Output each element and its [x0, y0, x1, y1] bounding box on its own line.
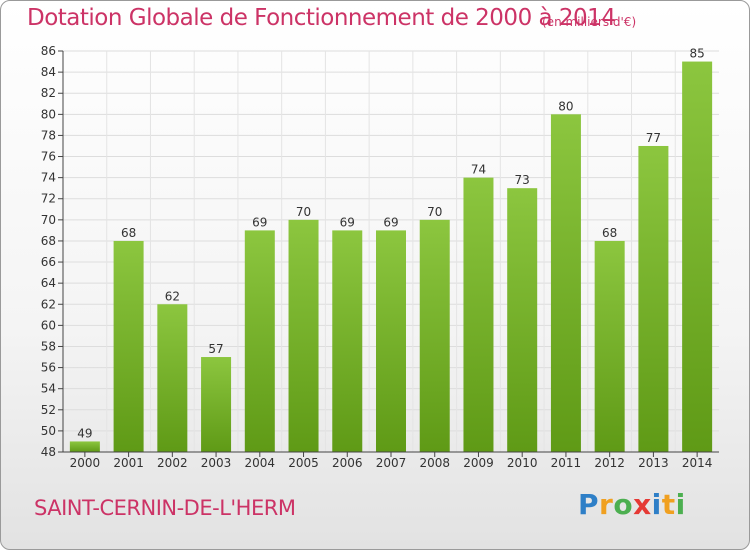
- y-tick-label: 56: [41, 361, 56, 375]
- y-tick-label: 70: [41, 213, 56, 227]
- x-tick-label: 2005: [288, 456, 319, 470]
- bar: [507, 188, 538, 452]
- y-tick-label: 76: [41, 150, 56, 164]
- chart-title: Dotation Globale de Fonctionnement de 20…: [27, 5, 616, 31]
- y-tick-label: 66: [41, 255, 56, 269]
- commune-name: SAINT-CERNIN-DE-L'HERM: [34, 496, 296, 520]
- x-tick-label: 2012: [594, 456, 625, 470]
- data-label: 68: [602, 226, 617, 240]
- data-label: 74: [471, 163, 486, 177]
- x-tick-label: 2008: [419, 456, 450, 470]
- x-tick-label: 2009: [463, 456, 494, 470]
- data-label: 70: [427, 205, 442, 219]
- bar: [157, 304, 188, 452]
- data-label: 62: [165, 289, 180, 303]
- bar: [376, 230, 406, 452]
- logo-letter: x: [633, 488, 652, 521]
- bar: [113, 240, 144, 452]
- y-tick-label: 50: [41, 424, 56, 438]
- bar: [463, 177, 494, 452]
- bar: [244, 230, 275, 452]
- y-tick-label: 82: [41, 86, 56, 100]
- y-tick-label: 74: [41, 171, 56, 185]
- y-tick-label: 80: [41, 107, 56, 121]
- data-label: 73: [515, 173, 530, 187]
- bar: [69, 441, 100, 452]
- y-tick-label: 64: [41, 276, 56, 290]
- y-tick-label: 48: [41, 445, 56, 459]
- y-tick-label: 60: [41, 318, 56, 332]
- chart-subtitle: (en milliers d'€): [542, 15, 637, 29]
- y-tick-label: 62: [41, 297, 56, 311]
- x-tick-label: 2010: [507, 456, 538, 470]
- logo-letter: o: [613, 488, 634, 521]
- data-label: 80: [558, 99, 573, 113]
- bar: [594, 240, 625, 452]
- data-label: 68: [121, 226, 136, 240]
- y-tick-label: 54: [41, 382, 56, 396]
- y-tick-label: 72: [41, 192, 56, 206]
- data-label: 57: [208, 342, 223, 356]
- y-tick-label: 86: [41, 44, 56, 58]
- data-label: 49: [77, 426, 92, 440]
- y-tick-label: 68: [41, 234, 56, 248]
- y-tick-label: 84: [41, 65, 56, 79]
- data-label: 69: [383, 215, 398, 229]
- x-tick-label: 2001: [113, 456, 144, 470]
- bar: [682, 61, 713, 452]
- bar: [419, 219, 450, 452]
- proxiti-logo: Proxiti: [578, 488, 686, 521]
- x-tick-label: 2014: [682, 456, 713, 470]
- bar: [638, 145, 669, 452]
- x-tick-label: 2003: [201, 456, 232, 470]
- bar: [288, 219, 319, 452]
- y-tick-label: 78: [41, 128, 56, 142]
- data-label: 85: [689, 47, 704, 61]
- y-tick-label: 52: [41, 403, 56, 417]
- x-tick-label: 2000: [70, 456, 101, 470]
- bar: [201, 357, 232, 452]
- x-tick-label: 2013: [638, 456, 669, 470]
- logo-letter: i: [651, 488, 662, 521]
- bar: [550, 114, 581, 452]
- logo-letter: i: [675, 488, 686, 521]
- bar: [332, 230, 363, 452]
- data-label: 69: [252, 215, 267, 229]
- x-tick-label: 2002: [157, 456, 188, 470]
- logo-letter: t: [661, 488, 676, 521]
- logo-letter: r: [599, 488, 614, 521]
- logo-letter: P: [578, 488, 600, 521]
- x-tick-label: 2011: [551, 456, 582, 470]
- x-tick-label: 2007: [376, 456, 407, 470]
- y-tick-label: 58: [41, 339, 56, 353]
- data-label: 70: [296, 205, 311, 219]
- x-tick-label: 2006: [332, 456, 363, 470]
- data-label: 77: [646, 131, 661, 145]
- x-tick-label: 2004: [245, 456, 276, 470]
- data-label: 69: [340, 215, 355, 229]
